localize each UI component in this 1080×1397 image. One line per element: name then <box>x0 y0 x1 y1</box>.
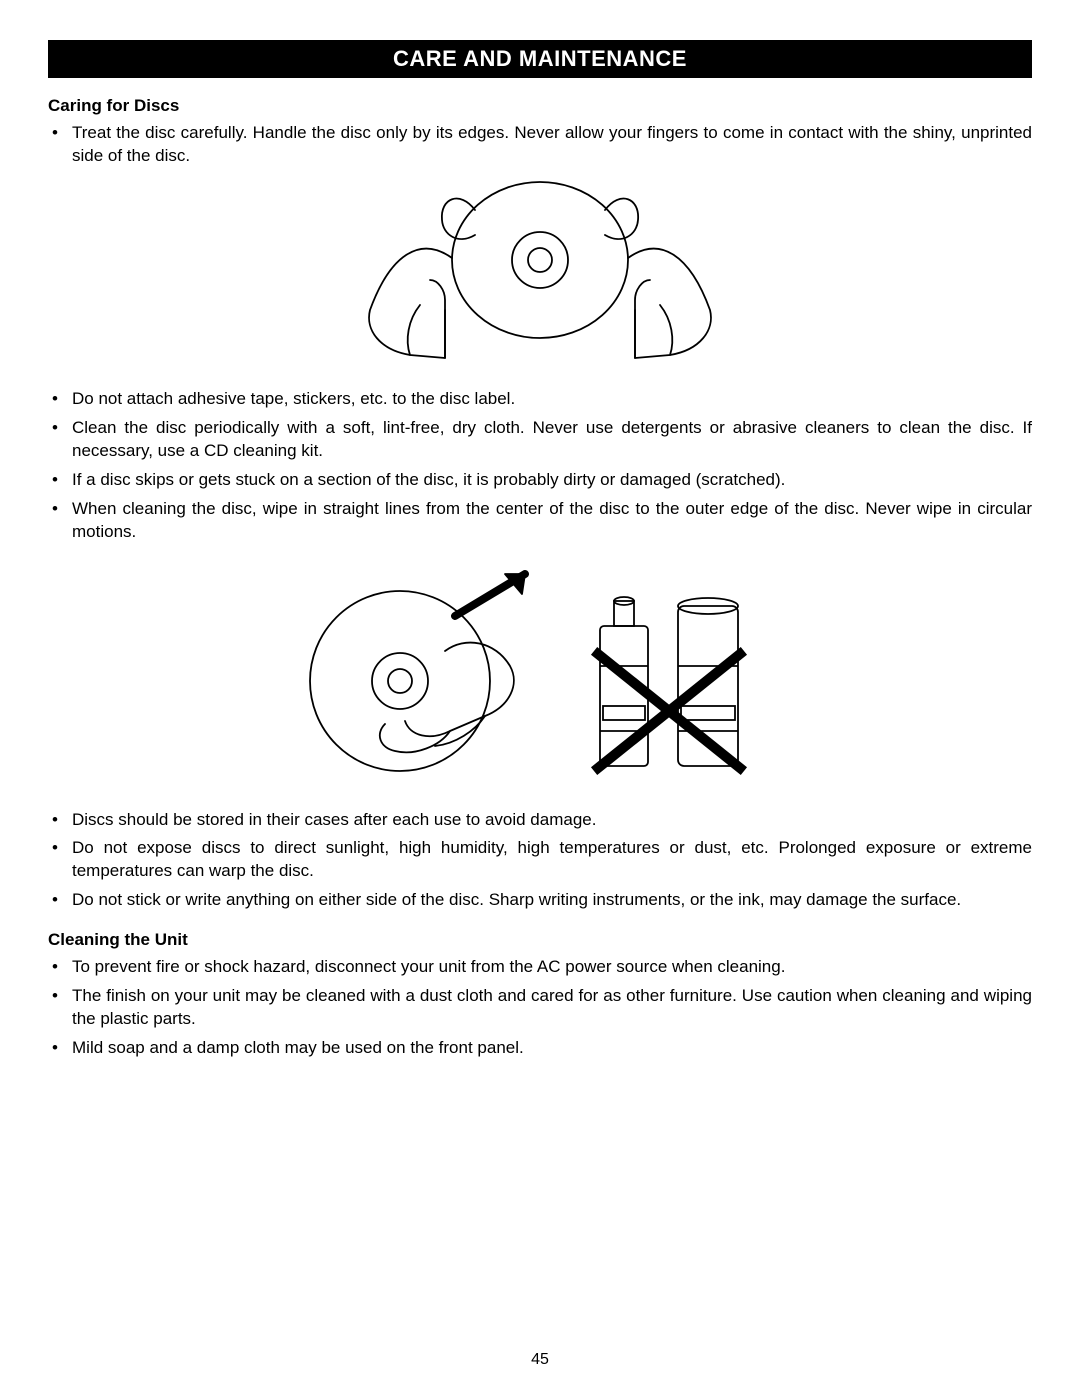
section-header-bar: CARE AND MAINTENANCE <box>48 40 1032 78</box>
list-item: Mild soap and a damp cloth may be used o… <box>72 1037 1032 1060</box>
bullet-list-1b: Do not attach adhesive tape, stickers, e… <box>48 388 1032 544</box>
bullet-list-1a: Treat the disc carefully. Handle the dis… <box>48 122 1032 168</box>
hands-holding-disc-icon <box>350 180 730 365</box>
list-item: Clean the disc periodically with a soft,… <box>72 417 1032 463</box>
list-item: Discs should be stored in their cases af… <box>72 809 1032 832</box>
list-item: When cleaning the disc, wipe in straight… <box>72 498 1032 544</box>
figure-hands-holding-disc <box>48 180 1032 370</box>
list-item: If a disc skips or gets stuck on a secti… <box>72 469 1032 492</box>
wipe-disc-no-chemicals-icon <box>300 556 780 786</box>
subheading-caring-for-discs: Caring for Discs <box>48 96 1032 116</box>
section-header-title: CARE AND MAINTENANCE <box>393 46 687 71</box>
subheading-cleaning-the-unit: Cleaning the Unit <box>48 930 1032 950</box>
bullet-list-2: To prevent fire or shock hazard, disconn… <box>48 956 1032 1060</box>
list-item: To prevent fire or shock hazard, disconn… <box>72 956 1032 979</box>
list-item: Do not stick or write anything on either… <box>72 889 1032 912</box>
bullet-list-1c: Discs should be stored in their cases af… <box>48 809 1032 913</box>
list-item: The finish on your unit may be cleaned w… <box>72 985 1032 1031</box>
page-number: 45 <box>0 1351 1080 1369</box>
list-item: Treat the disc carefully. Handle the dis… <box>72 122 1032 168</box>
list-item: Do not attach adhesive tape, stickers, e… <box>72 388 1032 411</box>
figure-wipe-disc-no-chemicals <box>48 556 1032 791</box>
list-item: Do not expose discs to direct sunlight, … <box>72 837 1032 883</box>
